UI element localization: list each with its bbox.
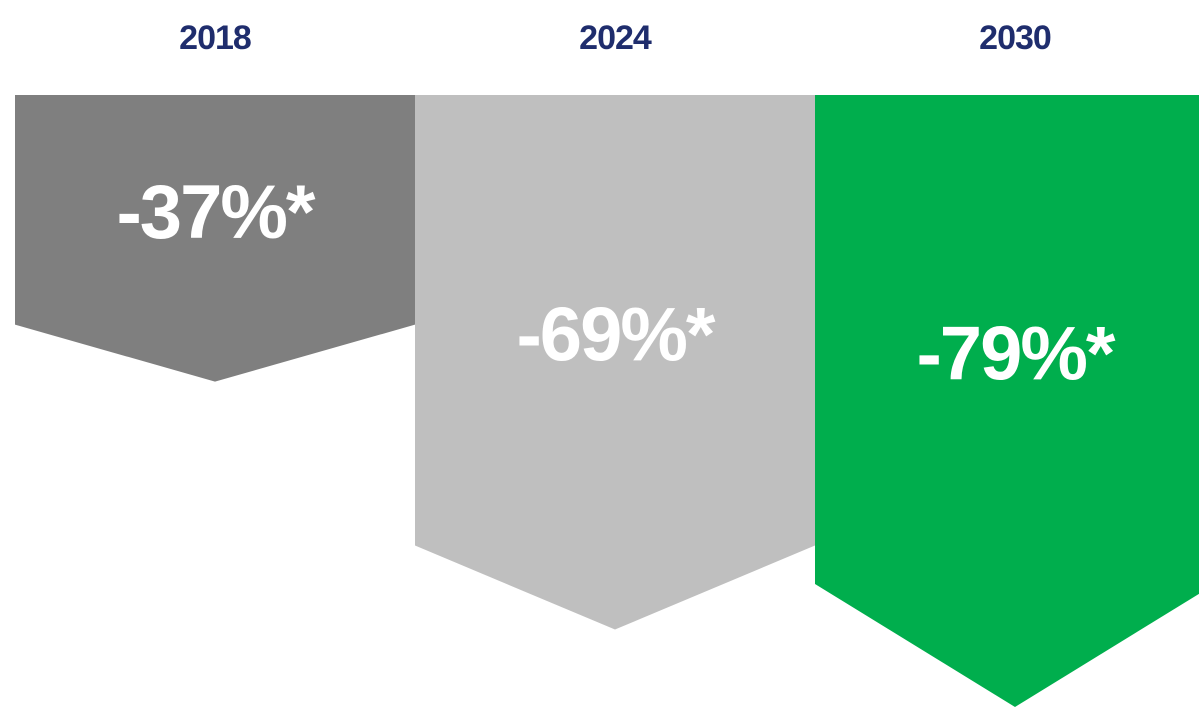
- value-label-2030: -79%*: [917, 312, 1116, 397]
- arrow-bar-2030: [815, 95, 1199, 707]
- year-label-2018: 2018: [179, 19, 251, 57]
- arrow-bar-2024: [415, 95, 815, 630]
- value-label-2018: -37%*: [117, 170, 316, 255]
- year-label-2024: 2024: [579, 19, 652, 57]
- arrow-bar-2018: [15, 95, 415, 382]
- year-label-2030: 2030: [979, 19, 1051, 57]
- value-label-2024: -69%*: [517, 292, 716, 377]
